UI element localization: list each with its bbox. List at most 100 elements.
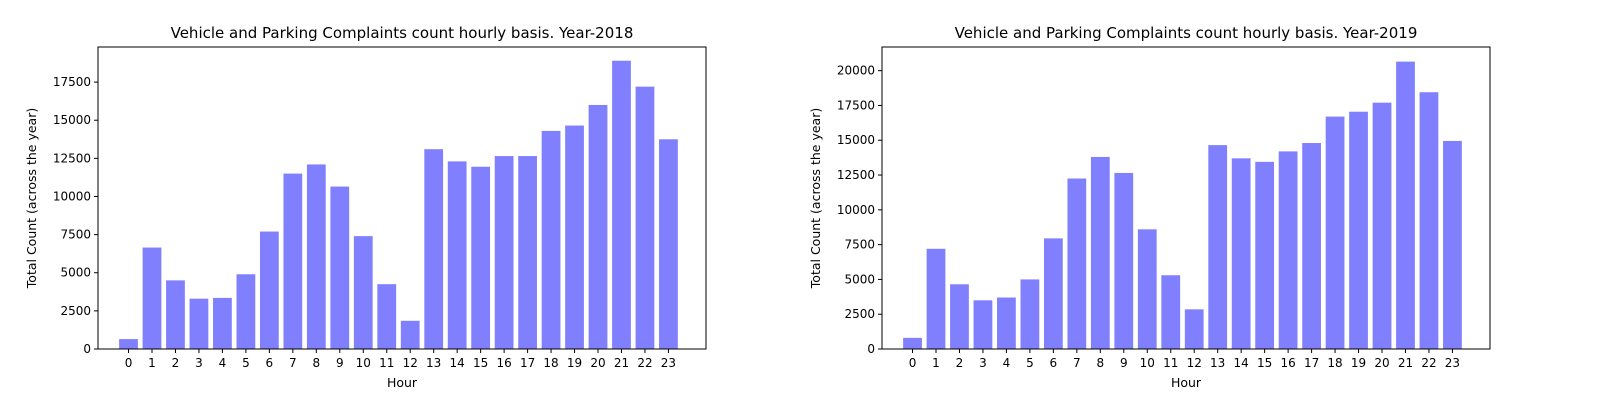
y-tick-label: 5000 [60,266,91,280]
y-tick-label: 7500 [844,238,875,252]
x-tick-label: 5 [242,356,250,370]
bar-hour-1 [926,248,946,349]
x-ticks: 0 1 2 3 4 5 6 7 8 9 10 11 12 13 14 15 16 17 18 19 20 21 22 23 [909,349,1460,370]
x-tick-label: 14 [1234,356,1249,370]
x-tick-label: 4 [219,356,227,370]
y-tick-label: 17500 [53,75,91,89]
y-tick-label: 10000 [837,203,875,217]
bar-hour-16 [1278,151,1298,349]
bar-hour-6 [1043,238,1063,349]
y-tick-label: 15000 [53,113,91,127]
bar-hour-0 [903,337,922,349]
bar-hour-18 [1325,116,1345,349]
bar-hour-8 [306,164,326,349]
x-tick-label: 20 [590,356,605,370]
x-axis-label: Hour [387,375,418,390]
bar-hour-22 [1419,92,1439,350]
x-tick-label: 8 [1096,356,1104,370]
x-tick-label: 22 [1421,356,1436,370]
bar-hour-4 [213,297,232,349]
x-tick-label: 2 [172,356,180,370]
x-tick-label: 21 [1398,356,1413,370]
bar-hour-22 [635,86,655,350]
chart-2018: Vehicle and Parking Complaints count hou… [24,24,707,390]
x-tick-label: 9 [336,356,344,370]
bar-hour-11 [1161,275,1181,349]
bar-hour-13 [1208,145,1228,349]
y-ticks: 0 2500 5000 7500 10000 12500 15000 17500 [53,75,98,356]
x-tick-label: 15 [1257,356,1272,370]
bar-hour-17 [1302,143,1321,349]
x-tick-label: 23 [1445,356,1460,370]
x-tick-label: 10 [1140,356,1155,370]
y-ticks: 0 2500 5000 7500 10000 12500 15000 17500 20000 [837,64,882,356]
y-tick-label: 12500 [837,168,875,182]
bar-hour-0 [119,339,138,349]
x-tick-label: 4 [1003,356,1011,370]
y-tick-label: 15000 [837,133,875,147]
x-tick-label: 2 [956,356,964,370]
bar-hour-21 [1396,61,1415,349]
bar-hour-10 [1137,229,1157,349]
x-tick-label: 18 [543,356,558,370]
bar-hour-21 [612,60,631,350]
y-tick-label: 2500 [60,304,91,318]
x-tick-label: 5 [1026,356,1034,370]
y-axis-label: Total Count (across the year) [808,108,823,289]
x-tick-label: 10 [356,356,371,370]
x-tick-label: 12 [403,356,418,370]
axes-frame [97,46,707,350]
x-tick-label: 6 [266,356,274,370]
bar-hour-12 [1184,309,1204,349]
x-tick-label: 21 [614,356,629,370]
x-tick-label: 11 [379,356,394,370]
bar-hour-7 [283,173,303,349]
x-tick-label: 22 [637,356,652,370]
bar-hour-6 [259,231,279,349]
y-tick-label: 10000 [53,189,91,203]
bar-hour-15 [471,166,491,349]
x-tick-label: 11 [1163,356,1178,370]
bars [119,60,678,350]
bar-hour-23 [659,139,678,349]
x-tick-label: 15 [473,356,488,370]
x-tick-label: 1 [148,356,156,370]
bar-hour-14 [447,161,467,349]
x-tick-label: 7 [289,356,297,370]
bar-hour-13 [424,149,444,349]
bar-hour-5 [236,274,256,349]
bar-hour-9 [330,186,350,349]
x-tick-label: 3 [195,356,203,370]
x-tick-label: 8 [312,356,320,370]
bar-hour-8 [1090,156,1110,349]
x-tick-label: 13 [426,356,441,370]
axes-frame [881,46,1491,350]
y-tick-label: 5000 [844,272,875,286]
x-tick-label: 6 [1050,356,1058,370]
bars [903,61,1462,350]
bar-hour-19 [565,125,584,349]
x-tick-label: 20 [1374,356,1389,370]
x-tick-label: 7 [1073,356,1081,370]
x-tick-label: 3 [979,356,987,370]
bar-hour-1 [142,247,162,349]
x-tick-label: 9 [1120,356,1128,370]
bar-hour-5 [1020,279,1040,349]
bar-hour-18 [541,130,561,349]
x-ticks: 0 1 2 3 4 5 6 7 8 9 10 11 12 13 14 15 16 17 18 19 20 21 22 23 [125,349,676,370]
bar-hour-11 [377,284,397,349]
y-tick-label: 0 [83,342,91,356]
y-tick-label: 7500 [60,228,91,242]
bar-hour-7 [1067,178,1087,349]
y-tick-label: 2500 [844,307,875,321]
x-tick-label: 14 [450,356,465,370]
bar-hour-16 [494,156,514,349]
bar-hour-12 [400,320,420,349]
x-tick-label: 17 [1304,356,1319,370]
bar-hour-9 [1114,172,1134,349]
y-tick-label: 12500 [53,151,91,165]
x-tick-label: 19 [1351,356,1366,370]
x-tick-label: 17 [520,356,535,370]
bar-hour-15 [1255,161,1275,349]
